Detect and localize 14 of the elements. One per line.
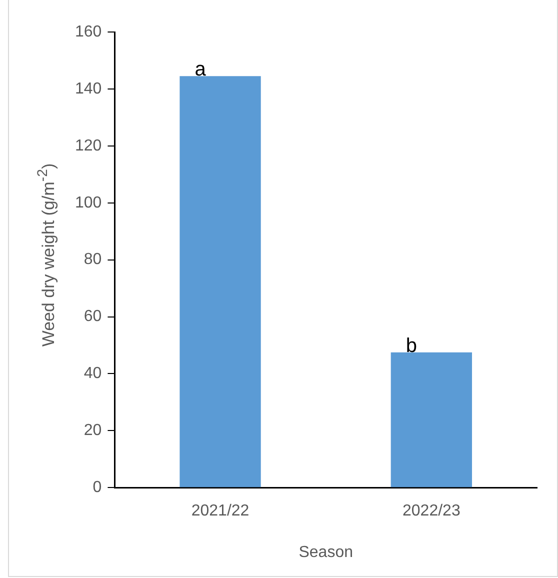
y-tick-label: 60 (84, 308, 102, 326)
y-tick-label: 20 (84, 422, 102, 440)
x-tick-label: 2022/23 (402, 502, 460, 520)
annotation: a (194, 58, 207, 81)
annotation: b (406, 334, 417, 357)
y-tick-label: 100 (74, 194, 102, 212)
y-tick-label: 140 (74, 80, 102, 98)
x-axis-title: Season (298, 544, 353, 561)
y-tick-label: 80 (84, 251, 102, 268)
y-tick-label: 0 (92, 479, 102, 496)
y-tick-label: 160 (74, 23, 102, 40)
y-tick-label: 40 (84, 365, 102, 382)
y-tick-label: 120 (74, 137, 102, 154)
x-tick-label: 2021/22 (191, 502, 250, 520)
